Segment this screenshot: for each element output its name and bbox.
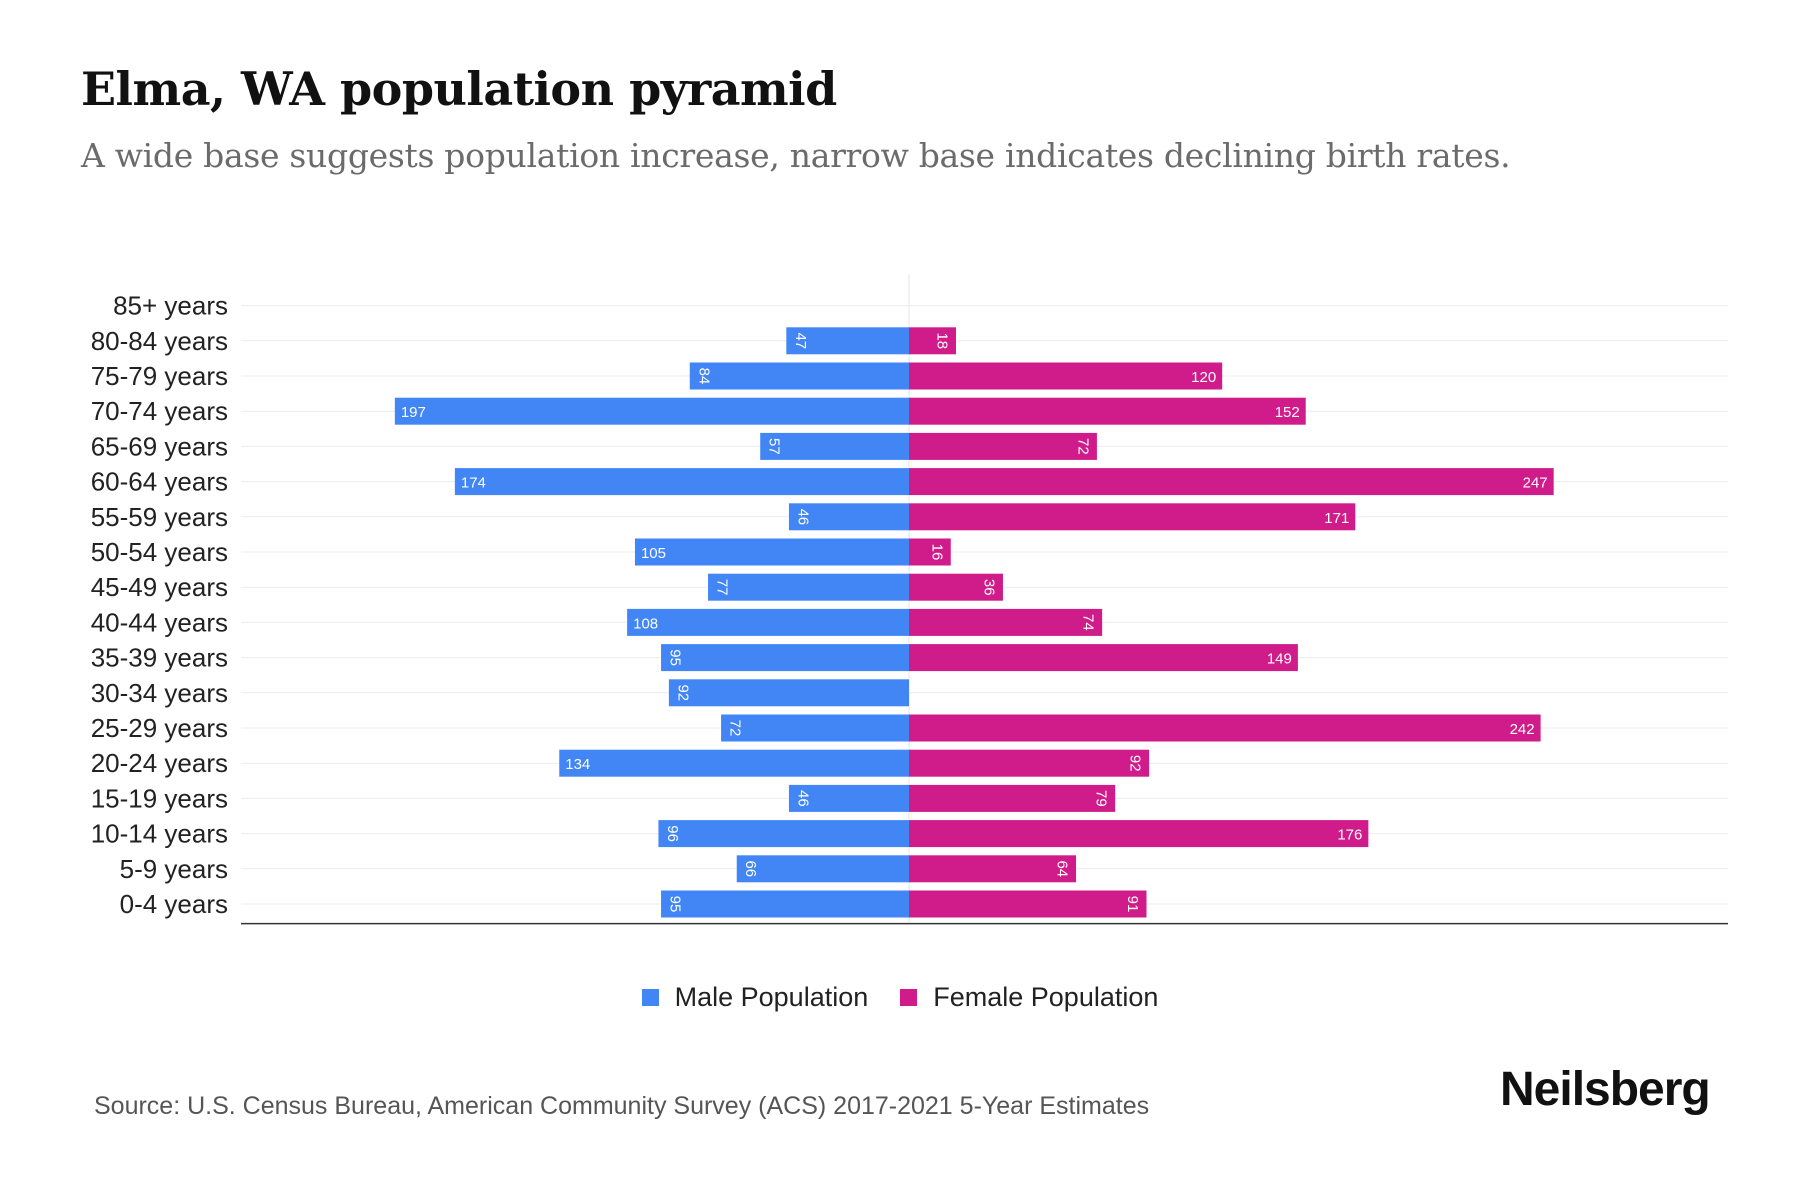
legend-item-female[interactable]: Female Population [900,982,1158,1013]
data-label-male: 77 [714,579,731,596]
bar-male [760,432,909,460]
data-label-male: 105 [641,545,666,562]
category-label: 50-54 years [91,537,228,567]
data-label-male: 95 [667,896,684,913]
bar-female [909,644,1298,672]
bar-female [909,468,1554,496]
category-label: 80-84 years [91,326,228,356]
category-label: 25-29 years [91,713,228,743]
bar-female [909,432,1097,460]
bar-male [661,644,909,672]
legend-label-female: Female Population [933,982,1159,1012]
data-label-female: 242 [1510,721,1535,738]
bar-female [909,749,1150,777]
data-label-female: 152 [1275,404,1300,421]
bar-male [454,468,909,496]
bar-male [721,714,909,742]
bar-female [909,784,1116,812]
bar-female [909,397,1306,425]
category-label: 65-69 years [91,431,228,461]
bar-female [909,327,956,355]
data-label-female: 92 [1127,755,1144,772]
category-label: 85+ years [113,291,228,321]
bar-male [661,890,909,918]
category-label: 45-49 years [91,572,228,602]
chart-subtitle: A wide base suggests population increase… [81,136,1511,175]
data-label-male: 95 [667,649,684,666]
category-label: 0-4 years [120,889,228,919]
category-label: 60-64 years [91,467,228,497]
data-label-male: 47 [792,332,809,349]
category-label: 75-79 years [91,361,228,391]
bar-male [786,327,909,355]
chart-title: Elma, WA population pyramid [81,62,837,116]
bar-male [788,784,909,812]
bar-female [909,890,1147,918]
legend-swatch-male [641,989,659,1006]
bar-male [708,573,909,601]
data-label-female: 176 [1337,827,1362,844]
category-label: 30-34 years [91,678,228,708]
category-label: 15-19 years [91,783,228,813]
data-label-male: 134 [565,756,590,773]
category-label: 55-59 years [91,502,228,532]
data-label-female: 79 [1093,790,1110,807]
category-label: 70-74 years [91,396,228,426]
bar-female [909,608,1103,636]
data-label-male: 84 [695,368,712,385]
data-label-female: 74 [1080,614,1097,631]
bar-male [668,679,909,707]
data-label-male: 66 [742,860,759,877]
data-label-male: 108 [633,615,658,632]
bar-male [559,749,909,777]
data-label-female: 91 [1124,896,1141,913]
data-label-male: 72 [727,720,744,737]
legend-item-male[interactable]: Male Population [641,982,869,1013]
bar-female [909,855,1077,883]
data-label-female: 120 [1191,369,1216,386]
data-label-male: 174 [461,475,486,492]
data-label-male: 96 [664,825,681,842]
data-label-female: 18 [933,332,950,349]
data-label-female: 171 [1324,510,1349,527]
data-label-female: 247 [1523,475,1548,492]
bar-male [627,608,909,636]
bar-female [909,362,1223,390]
legend-swatch-female [900,989,918,1006]
data-label-male: 197 [401,404,426,421]
brand-logo: Neilsberg [1500,1063,1711,1116]
data-label-female: 72 [1074,438,1091,455]
category-label: 35-39 years [91,643,228,673]
bar-male [788,503,909,531]
category-label: 5-9 years [120,854,228,884]
legend: Male Population Female Population [0,982,1800,1013]
bar-male [689,362,909,390]
bar-male [634,538,909,566]
data-label-male: 46 [794,790,811,807]
bar-female [909,573,1003,601]
data-label-male: 92 [674,684,691,701]
bar-male [736,855,909,883]
legend-label-male: Male Population [674,982,869,1012]
data-label-female: 16 [928,544,945,561]
bar-female [909,714,1541,742]
bar-male [658,820,909,848]
bar-male [394,397,910,425]
data-label-female: 64 [1054,860,1071,877]
data-label-male: 57 [766,438,783,455]
category-label: 10-14 years [91,819,228,849]
bar-female [909,503,1356,531]
category-label: 20-24 years [91,748,228,778]
data-label-male: 46 [794,508,811,525]
data-label-female: 36 [980,579,997,596]
data-label-female: 149 [1267,651,1292,668]
bar-female [909,820,1369,848]
bar-female [909,538,951,566]
category-label: 40-44 years [91,607,228,637]
source-note: Source: U.S. Census Bureau, American Com… [94,1092,1150,1120]
